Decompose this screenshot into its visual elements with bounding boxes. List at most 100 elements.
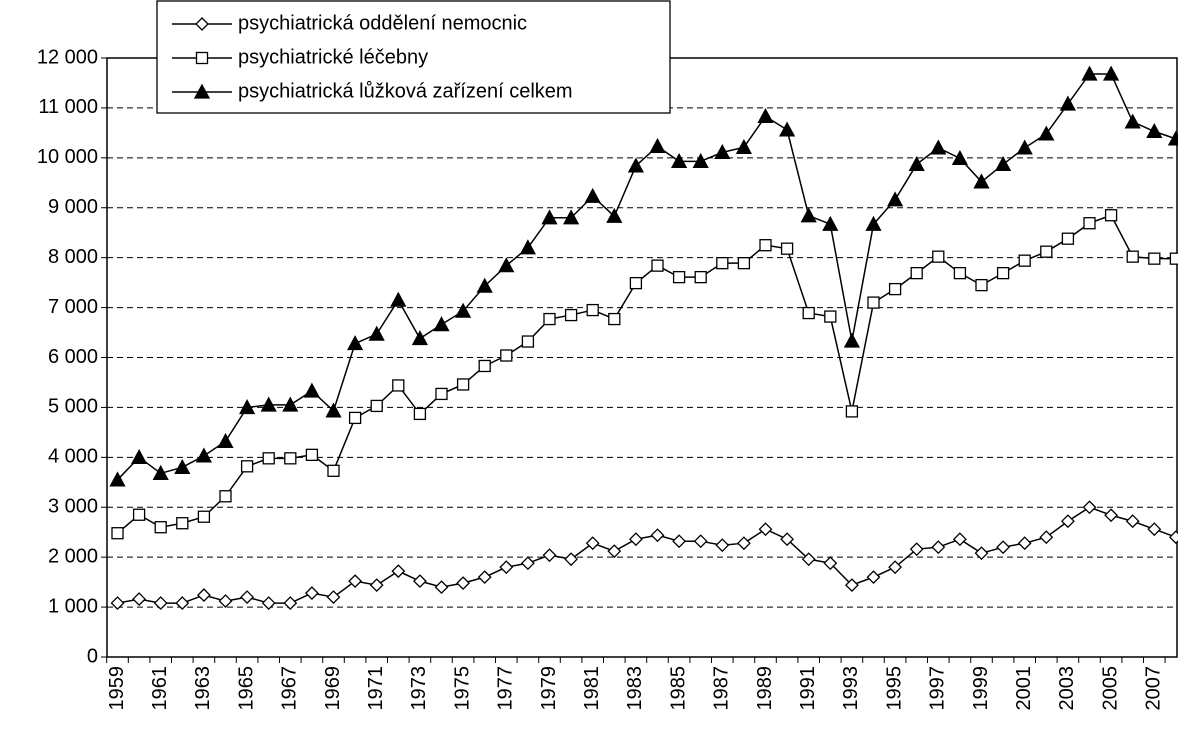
marker bbox=[1061, 232, 1075, 245]
marker bbox=[951, 149, 968, 165]
marker bbox=[195, 17, 209, 31]
marker bbox=[1104, 508, 1119, 523]
marker bbox=[1039, 530, 1054, 545]
marker bbox=[455, 302, 472, 318]
marker bbox=[692, 152, 709, 168]
marker bbox=[931, 540, 946, 555]
x-tick-label: 1997 bbox=[927, 666, 949, 711]
x-tick-label: 1993 bbox=[840, 666, 862, 711]
y-tick-label: 11 000 bbox=[38, 96, 98, 118]
marker bbox=[111, 527, 124, 540]
marker bbox=[433, 316, 450, 332]
marker bbox=[909, 542, 924, 557]
marker bbox=[888, 560, 903, 575]
marker bbox=[1104, 209, 1118, 222]
marker bbox=[219, 490, 232, 503]
marker bbox=[627, 157, 644, 173]
marker bbox=[801, 552, 816, 567]
marker bbox=[304, 586, 319, 601]
marker bbox=[953, 266, 967, 280]
marker bbox=[714, 143, 731, 159]
marker bbox=[131, 448, 148, 464]
marker bbox=[1146, 123, 1163, 139]
marker bbox=[735, 138, 752, 155]
marker bbox=[154, 521, 167, 534]
marker bbox=[217, 432, 234, 449]
marker bbox=[564, 552, 579, 567]
marker bbox=[240, 590, 255, 605]
y-tick-label: 7 000 bbox=[48, 296, 98, 318]
marker bbox=[348, 411, 362, 425]
marker bbox=[694, 270, 707, 284]
marker bbox=[608, 312, 621, 326]
y-tick-label: 5 000 bbox=[48, 396, 98, 418]
y-tick-label: 6 000 bbox=[48, 346, 98, 368]
marker bbox=[196, 588, 211, 603]
marker bbox=[109, 471, 126, 487]
marker bbox=[390, 291, 407, 307]
series-line bbox=[117, 506, 1177, 604]
marker bbox=[887, 191, 904, 207]
marker bbox=[152, 464, 169, 480]
marker bbox=[175, 596, 190, 611]
marker bbox=[370, 399, 383, 413]
marker bbox=[628, 532, 643, 547]
marker bbox=[693, 534, 708, 549]
marker bbox=[672, 270, 686, 284]
marker bbox=[218, 594, 233, 609]
marker bbox=[888, 282, 902, 296]
marker bbox=[737, 257, 751, 270]
marker bbox=[282, 396, 299, 412]
marker bbox=[1125, 514, 1140, 529]
marker bbox=[325, 402, 342, 418]
marker bbox=[412, 574, 427, 589]
marker bbox=[498, 257, 515, 273]
y-tick-label: 2 000 bbox=[48, 545, 98, 567]
marker bbox=[477, 570, 492, 585]
marker bbox=[392, 379, 405, 392]
x-tick-label: 1999 bbox=[970, 666, 992, 711]
legend-label: psychiatrická lůžková zařízení celkem bbox=[238, 80, 573, 102]
x-tick-label: 2007 bbox=[1143, 666, 1165, 711]
marker bbox=[1017, 536, 1032, 551]
marker bbox=[476, 277, 493, 293]
marker bbox=[262, 452, 275, 465]
marker bbox=[1168, 530, 1178, 545]
marker bbox=[996, 540, 1011, 555]
marker bbox=[174, 458, 191, 474]
marker bbox=[369, 578, 384, 593]
marker bbox=[564, 308, 578, 322]
marker bbox=[651, 259, 664, 272]
marker bbox=[586, 303, 599, 317]
x-tick-label: 1965 bbox=[235, 666, 257, 711]
marker bbox=[1126, 250, 1139, 263]
marker bbox=[541, 209, 558, 225]
x-tick-label: 1979 bbox=[538, 666, 560, 711]
marker bbox=[822, 215, 839, 231]
y-tick-label: 12 000 bbox=[37, 46, 98, 68]
x-tick-label: 1985 bbox=[667, 666, 689, 711]
marker bbox=[671, 152, 688, 168]
marker bbox=[780, 532, 795, 547]
marker bbox=[758, 522, 773, 537]
marker bbox=[1018, 254, 1031, 267]
x-tick-label: 1971 bbox=[365, 666, 387, 711]
marker bbox=[499, 560, 514, 575]
legend-box bbox=[156, 0, 671, 114]
x-tick-label: 2001 bbox=[1013, 666, 1035, 711]
marker bbox=[800, 207, 817, 223]
legend: psychiatrická oddělení nemocnic psychiatr… bbox=[156, 0, 671, 114]
marker bbox=[824, 310, 837, 323]
marker bbox=[391, 564, 406, 579]
marker bbox=[543, 312, 556, 326]
marker bbox=[952, 532, 967, 547]
marker bbox=[650, 528, 665, 543]
marker bbox=[520, 556, 535, 571]
marker bbox=[672, 534, 687, 549]
x-tick-label: 1991 bbox=[797, 666, 819, 711]
marker bbox=[1059, 95, 1076, 111]
marker bbox=[975, 278, 988, 292]
marker bbox=[607, 544, 622, 559]
marker bbox=[649, 137, 666, 154]
marker bbox=[327, 464, 340, 477]
